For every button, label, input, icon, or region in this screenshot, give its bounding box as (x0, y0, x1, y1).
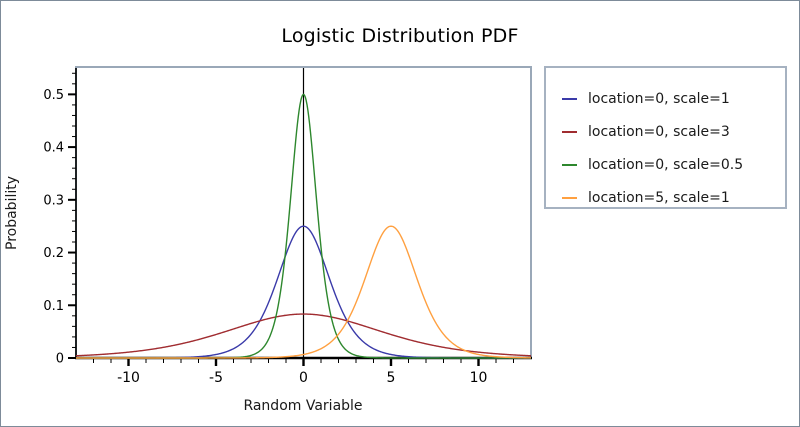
x-tick-label: -5 (209, 370, 223, 386)
legend-line-swatch (562, 196, 577, 199)
y-tick-label: 0.5 (43, 88, 64, 103)
y-tick-label: 0.3 (43, 193, 64, 208)
legend-label: location=5, scale=1 (588, 189, 730, 206)
x-tick-label: 10 (470, 370, 488, 386)
x-tick-label: 5 (387, 370, 396, 386)
legend-item-0: location=0, scale=1 (562, 82, 785, 115)
chart-layer: 0 0.1 0.2 0.3 0.4 0.5 -10 -5 0 5 10 (43, 66, 532, 386)
legend-item-2: location=0, scale=0.5 (562, 148, 785, 181)
y-tick-label: 0.2 (43, 246, 64, 261)
y-axis-title: Probability (4, 176, 20, 250)
chart-title: Logistic Distribution PDF (281, 25, 519, 47)
x-tick-label: 0 (299, 370, 308, 386)
legend-item-3: location=5, scale=1 (562, 181, 785, 214)
legend-line-swatch (562, 97, 577, 100)
legend-label: location=0, scale=0.5 (588, 156, 744, 173)
legend-label: location=0, scale=3 (588, 123, 730, 140)
y-tick-label: 0 (56, 352, 64, 367)
legend-line-swatch (562, 163, 577, 166)
x-tick-label: -10 (117, 370, 140, 386)
legend-line-swatch (562, 130, 577, 133)
x-axis-title: Random Variable (243, 398, 362, 414)
legend: location=0, scale=1 location=0, scale=3 lo… (544, 66, 787, 209)
series-curve-3 (76, 225, 532, 359)
legend-label: location=0, scale=1 (588, 90, 730, 107)
y-tick-label: 0.4 (43, 141, 64, 156)
y-tick-label: 0.1 (43, 299, 64, 314)
series-curve-1 (75, 313, 532, 357)
legend-item-1: location=0, scale=3 (562, 115, 785, 148)
